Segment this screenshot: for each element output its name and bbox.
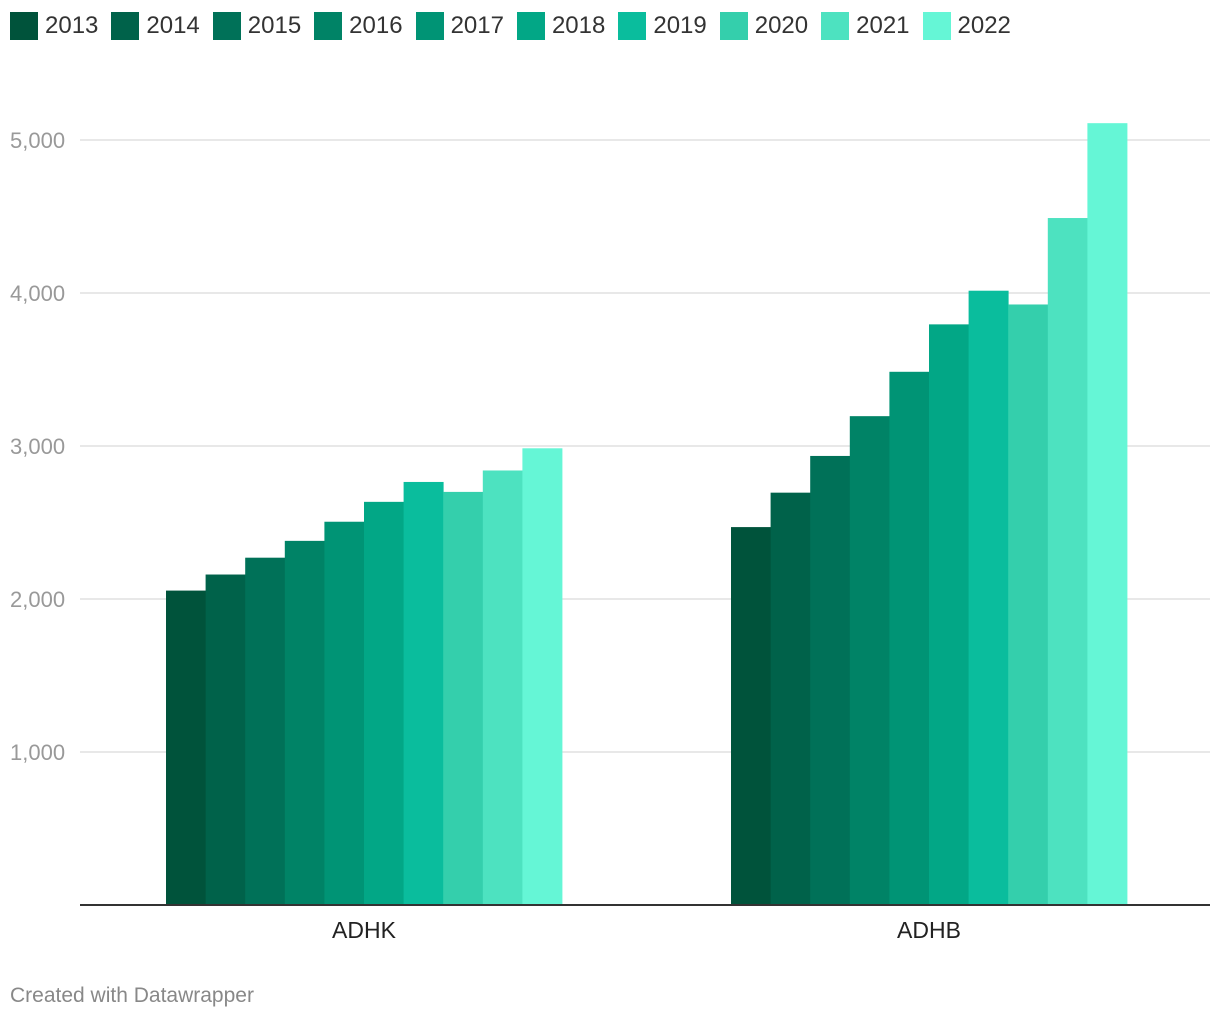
bar-ADHK-2013 — [166, 590, 206, 905]
legend-item-2021: 2021 — [821, 12, 910, 40]
bar-ADHK-2014 — [205, 574, 246, 905]
y-tick-label: 1,000 — [10, 740, 65, 765]
legend-item-2017: 2017 — [415, 12, 504, 40]
bar-ADHK-2021 — [482, 470, 523, 905]
bar-ADHB-2021 — [1047, 218, 1088, 905]
legend-swatch — [212, 12, 241, 40]
legend: 2013 2014 2015 2016 2017 2018 2019 2020 2021 2022 — [10, 10, 1024, 42]
legend-label: 2014 — [146, 12, 200, 39]
bar-ADHB-2019 — [968, 290, 1009, 906]
legend-item-2013: 2013 — [10, 12, 98, 40]
x-category-label: ADHB — [897, 917, 961, 943]
legend-label: 2018 — [551, 12, 606, 39]
legend-item-2019: 2019 — [618, 12, 707, 40]
legend-item-2022: 2022 — [922, 12, 1011, 40]
bar-ADHK-2020 — [443, 491, 484, 905]
legend-swatch — [922, 12, 951, 40]
bar-ADHB-2017 — [889, 371, 930, 905]
bar-ADHK-2019 — [403, 481, 444, 905]
bar-ADHB-2018 — [929, 324, 969, 905]
legend-item-2014: 2014 — [111, 12, 200, 40]
legend-label: 2015 — [247, 12, 302, 39]
legend-swatch — [415, 12, 444, 40]
legend-swatch — [618, 12, 647, 40]
legend-swatch — [314, 12, 343, 40]
legend-item-2018: 2018 — [516, 12, 606, 40]
legend-label: 2017 — [450, 12, 504, 39]
bar-ADHB-2016 — [849, 416, 890, 905]
legend-swatch — [821, 12, 850, 40]
bars — [166, 123, 1128, 906]
bar-ADHK-2017 — [324, 521, 365, 905]
legend-swatch — [516, 12, 545, 40]
footer-credit: Created with Datawrapper — [10, 984, 254, 1007]
y-tick-label: 5,000 — [10, 128, 65, 153]
y-tick-label: 4,000 — [10, 281, 65, 306]
legend-label: 2013 — [45, 12, 99, 39]
legend-label: 2019 — [653, 12, 707, 39]
legend-swatch — [111, 12, 140, 40]
bar-ADHB-2022 — [1087, 123, 1128, 906]
x-category-label: ADHK — [332, 917, 397, 943]
legend-label: 2020 — [754, 12, 809, 39]
legend-swatch — [10, 12, 38, 40]
legend-item-2016: 2016 — [314, 12, 403, 40]
legend-label: 2021 — [856, 12, 910, 39]
axes: ADHK ADHB — [80, 904, 1210, 943]
bar-ADHB-2020 — [1008, 304, 1049, 906]
y-tick-label: 2,000 — [10, 587, 65, 612]
bar-ADHK-2022 — [522, 448, 563, 905]
legend-item-2020: 2020 — [719, 12, 809, 40]
bar-ADHB-2014 — [770, 492, 811, 905]
legend-label: 2022 — [957, 12, 1011, 39]
y-tick-label: 3,000 — [10, 434, 65, 459]
legend-item-2015: 2015 — [212, 12, 302, 40]
legend-swatch — [719, 12, 748, 40]
bar-chart: 1,000 2,000 3,000 4,000 5,000 ADHK ADHB — [10, 123, 1210, 943]
bar-ADHB-2013 — [731, 527, 771, 905]
bar-ADHK-2016 — [284, 540, 325, 905]
bar-ADHK-2018 — [364, 501, 404, 905]
legend-label: 2016 — [349, 12, 403, 39]
bar-ADHB-2015 — [810, 455, 851, 905]
bar-ADHK-2015 — [245, 557, 286, 905]
